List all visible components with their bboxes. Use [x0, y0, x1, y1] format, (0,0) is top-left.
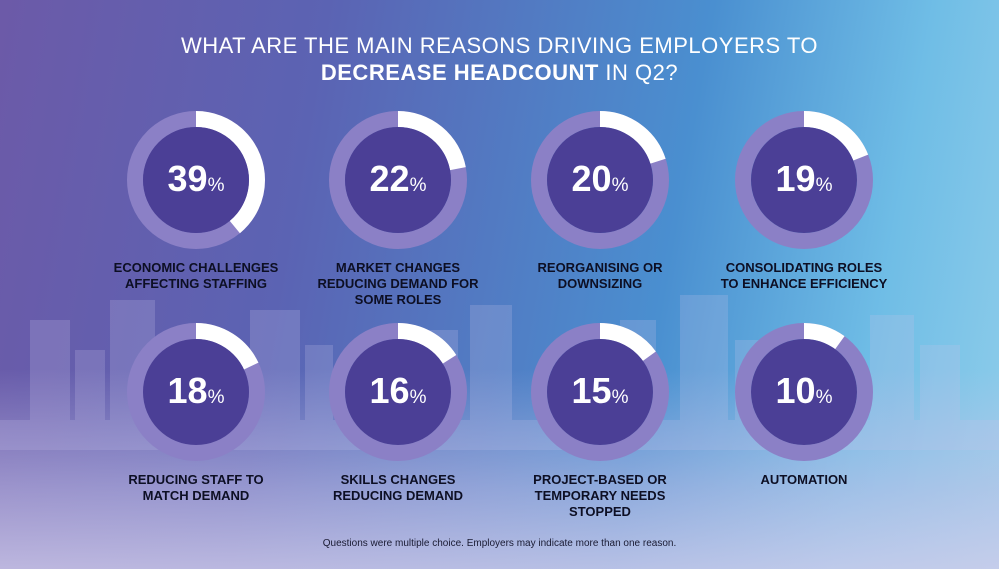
chart-title-line-2: DECREASE HEADCOUNT IN Q2?	[0, 60, 999, 86]
stat-label: MARKET CHANGES REDUCING DEMAND FOR SOME RO…	[298, 260, 498, 308]
stat-label-line: TEMPORARY NEEDS	[534, 488, 666, 503]
ring-value-arc	[127, 111, 265, 249]
stat-card: 15% PROJECT-BASED OR TEMPORARY NEEDS STOPPE…	[500, 322, 700, 520]
percentage-number: 19	[775, 158, 816, 199]
stat-label-line: REDUCING DEMAND	[333, 488, 463, 503]
percentage-number: 20	[571, 158, 612, 199]
stat-label-line: REORGANISING OR	[537, 260, 663, 275]
percentage-symbol: %	[409, 387, 427, 408]
donut-ring	[329, 323, 467, 461]
chart-title-suffix: IN Q2?	[598, 60, 679, 85]
stat-label-line: SKILLS CHANGES	[340, 472, 456, 487]
percentage-symbol: %	[815, 175, 833, 196]
ring-value-arc	[127, 323, 265, 461]
percentage-symbol: %	[207, 175, 225, 196]
percentage-value: 19%	[704, 158, 904, 200]
stat-label-line: STOPPED	[569, 504, 631, 519]
ring-value-arc	[735, 323, 873, 461]
percentage-symbol: %	[815, 387, 833, 408]
stat-card: 16% SKILLS CHANGES REDUCING DEMAND	[298, 322, 498, 504]
stat-label-line: MATCH DEMAND	[142, 488, 250, 503]
percentage-value: 10%	[704, 370, 904, 412]
ring-core	[345, 339, 451, 445]
percentage-symbol: %	[409, 175, 427, 196]
stat-label: AUTOMATION	[704, 472, 904, 488]
percentage-value: 15%	[500, 370, 700, 412]
ring-value-arc	[531, 111, 669, 249]
ring-core	[143, 339, 249, 445]
donut-ring	[531, 111, 669, 249]
percentage-number: 22	[369, 158, 410, 199]
donut-ring	[735, 111, 873, 249]
percentage-symbol: %	[611, 175, 629, 196]
footnote: Questions were multiple choice. Employer…	[322, 538, 677, 549]
percentage-value: 20%	[500, 158, 700, 200]
donut-ring	[531, 323, 669, 461]
stat-label-line: MARKET CHANGES	[335, 260, 461, 275]
percentage-number: 39	[167, 158, 208, 199]
donut-ring	[127, 111, 265, 249]
ring-core	[345, 127, 451, 233]
stat-label-line: AUTOMATION	[760, 472, 848, 487]
percentage-value: 39%	[96, 158, 296, 200]
stat-card: 10% AUTOMATION	[704, 322, 904, 488]
percentage-number: 16	[369, 370, 410, 411]
percentage-value: 16%	[298, 370, 498, 412]
ring-value-arc	[735, 111, 873, 249]
percentage-value: 18%	[96, 370, 296, 412]
stat-card: 20% REORGANISING OR DOWNSIZING	[500, 110, 700, 292]
ring-core	[547, 339, 653, 445]
stat-label-line: REDUCING DEMAND FOR	[317, 276, 479, 291]
stat-label-line: REDUCING STAFF TO	[128, 472, 264, 487]
donut-ring	[735, 323, 873, 461]
stat-label: ECONOMIC CHALLENGES AFFECTING STAFFING	[96, 260, 296, 292]
stat-card: 39% ECONOMIC CHALLENGES AFFECTING STAFFING	[96, 110, 296, 292]
chart-title-line-1: WHAT ARE THE MAIN REASONS DRIVING EMPLOY…	[180, 33, 819, 58]
stat-label: CONSOLIDATING ROLES TO ENHANCE EFFICIENCY	[704, 260, 904, 292]
ring-value-arc	[531, 323, 669, 461]
stat-card: 19% CONSOLIDATING ROLES TO ENHANCE EFFICIE…	[704, 110, 904, 292]
stat-label-line: TO ENHANCE EFFICIENCY	[720, 276, 888, 291]
percentage-symbol: %	[611, 387, 629, 408]
ring-core	[143, 127, 249, 233]
donut-ring	[127, 323, 265, 461]
percentage-symbol: %	[207, 387, 225, 408]
stat-card: 22% MARKET CHANGES REDUCING DEMAND FOR SOME…	[298, 110, 498, 308]
percentage-number: 10	[775, 370, 816, 411]
percentage-number: 15	[571, 370, 612, 411]
ring-value-arc	[329, 323, 467, 461]
stat-label-line: DOWNSIZING	[557, 276, 643, 291]
stat-label: SKILLS CHANGES REDUCING DEMAND	[298, 472, 498, 504]
stat-label-line: AFFECTING STAFFING	[124, 276, 268, 291]
stat-label-line: CONSOLIDATING ROLES	[725, 260, 883, 275]
stat-label-line: PROJECT-BASED OR	[533, 472, 667, 487]
stat-label: REDUCING STAFF TO MATCH DEMAND	[96, 472, 296, 504]
stat-label: REORGANISING OR DOWNSIZING	[500, 260, 700, 292]
ring-value-arc	[329, 111, 467, 249]
stat-label-line: ECONOMIC CHALLENGES	[113, 260, 279, 275]
stat-label-line: SOME ROLES	[354, 292, 442, 307]
stat-card: 18% REDUCING STAFF TO MATCH DEMAND	[96, 322, 296, 504]
ring-core	[751, 339, 857, 445]
percentage-value: 22%	[298, 158, 498, 200]
ring-core	[547, 127, 653, 233]
percentage-number: 18	[167, 370, 208, 411]
ring-core	[751, 127, 857, 233]
chart-title-emphasis: DECREASE HEADCOUNT	[320, 60, 599, 85]
donut-ring	[329, 111, 467, 249]
stat-label: PROJECT-BASED OR TEMPORARY NEEDS STOPPED	[500, 472, 700, 520]
